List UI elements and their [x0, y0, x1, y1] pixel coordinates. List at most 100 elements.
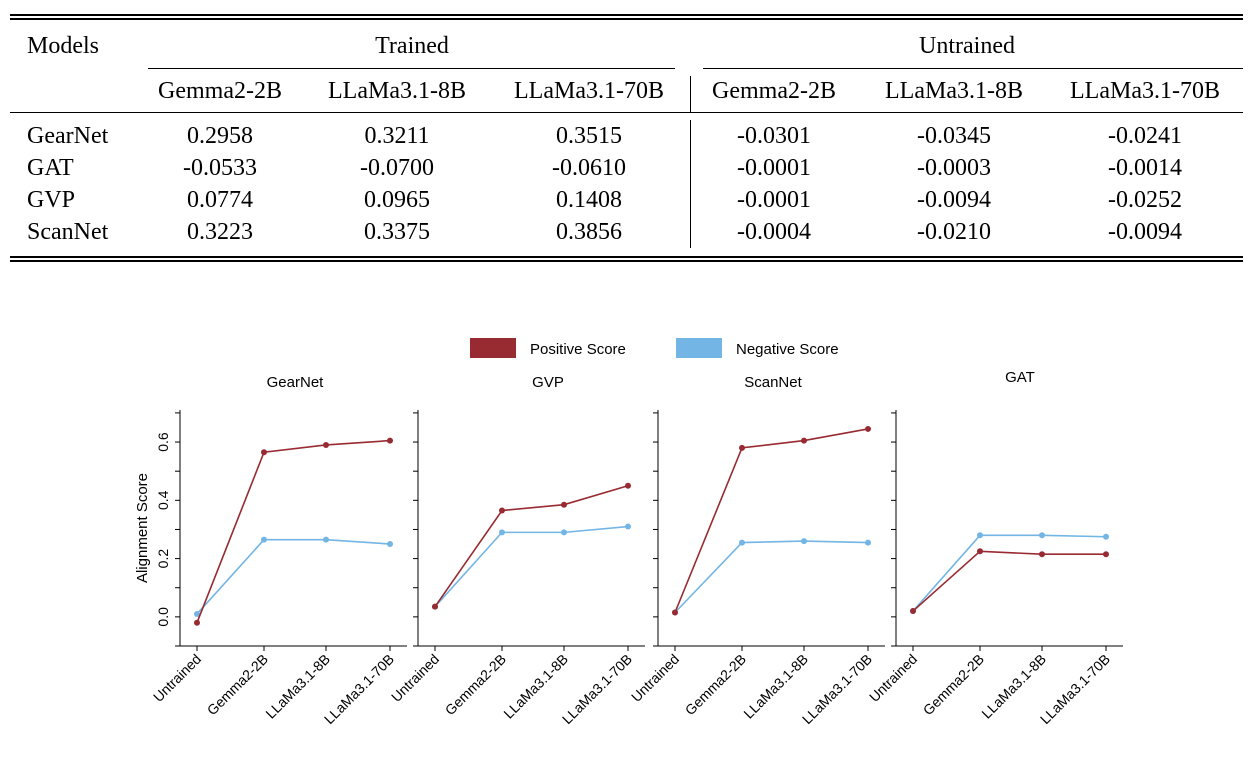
positive-score-line — [434, 484, 629, 608]
negative-score-line — [434, 525, 629, 608]
x-tick-label: LLaMa3.1-8B — [978, 651, 1049, 722]
top-rule-2 — [10, 18, 1243, 20]
col-header: LLaMa3.1-70B — [514, 78, 664, 104]
x-tick-label: LLaMa3.1-8B — [740, 651, 811, 722]
x-tick-label: Untrained — [388, 651, 442, 705]
negative-score-point — [977, 532, 983, 539]
positive-score-point — [194, 619, 200, 626]
col-header: LLaMa3.1-8B — [885, 78, 1023, 104]
row-model-name: GearNet — [27, 123, 109, 149]
table-cell: 0.2958 — [187, 123, 253, 149]
positive-score-point — [387, 437, 393, 444]
table-cell: -0.0533 — [183, 155, 257, 181]
panel-title: GAT — [1005, 369, 1035, 386]
x-tick-label: Gemma2-2B — [442, 651, 509, 718]
negative-score-point — [499, 529, 505, 536]
alignment-chart: Positive Score Negative Score Alignment Sc… — [0, 290, 1250, 753]
legend-swatch-negative — [676, 338, 722, 358]
y-tick-label: 0.0 — [155, 607, 171, 627]
x-tick-label: Untrained — [150, 651, 204, 705]
positive-score-point — [865, 425, 871, 432]
positive-score-point — [1103, 551, 1109, 558]
models-header: Models — [27, 33, 99, 59]
y-tick-label: 0.2 — [155, 549, 171, 569]
positive-score-line — [674, 428, 869, 613]
table-cell: -0.0001 — [737, 155, 811, 181]
legend-swatch-positive — [470, 338, 516, 358]
negative-score-point — [801, 538, 807, 545]
positive-score-point — [499, 507, 505, 514]
table-cell: -0.0001 — [737, 187, 811, 213]
negative-score-point — [1103, 533, 1109, 540]
table-cell: -0.0004 — [737, 219, 811, 245]
col-header: LLaMa3.1-70B — [1070, 78, 1220, 104]
positive-score-line — [196, 439, 391, 623]
bottom-rule-2 — [10, 260, 1243, 262]
positive-score-point — [672, 609, 678, 616]
bottom-rule — [10, 256, 1243, 258]
table-cell: 0.0774 — [187, 187, 253, 213]
trained-group-header: Trained — [375, 33, 449, 59]
table-cell: -0.0003 — [917, 155, 991, 181]
negative-score-line — [674, 540, 869, 614]
negative-score-point — [261, 536, 267, 543]
table-cell: 0.3856 — [556, 219, 622, 245]
negative-score-point — [865, 539, 871, 546]
legend-label: Negative Score — [736, 341, 839, 358]
table-cell: -0.0210 — [917, 219, 991, 245]
table-cell: -0.0241 — [1108, 123, 1182, 149]
negative-score-point — [561, 529, 567, 536]
positive-score-point — [323, 441, 329, 448]
negative-score-point — [323, 536, 329, 543]
panel-title: ScanNet — [744, 374, 802, 391]
table-cell: -0.0094 — [917, 187, 991, 213]
body-divider — [690, 120, 691, 248]
table-cell: -0.0301 — [737, 123, 811, 149]
legend-label: Positive Score — [530, 341, 626, 358]
col-header: Gemma2-2B — [712, 78, 836, 104]
positive-score-point — [910, 608, 916, 615]
top-rule — [10, 14, 1243, 16]
table-cell: -0.0014 — [1108, 155, 1182, 181]
row-model-name: GVP — [27, 187, 76, 213]
row-model-name: ScanNet — [27, 219, 109, 245]
x-tick-label: Untrained — [866, 651, 920, 705]
table-cell: 0.0965 — [364, 187, 430, 213]
negative-score-point — [387, 541, 393, 548]
x-tick-label: Gemma2-2B — [682, 651, 749, 718]
table-cell: -0.0610 — [552, 155, 626, 181]
table-cell: -0.0700 — [360, 155, 434, 181]
negative-score-point — [625, 523, 631, 530]
positive-score-point — [432, 603, 438, 610]
positive-score-line — [912, 550, 1106, 612]
table-cell: 0.3223 — [187, 219, 253, 245]
trained-cmidrule — [148, 68, 675, 69]
untrained-cmidrule — [703, 68, 1243, 69]
table-cell: -0.0252 — [1108, 187, 1182, 213]
table-cell: 0.1408 — [556, 187, 622, 213]
negative-score-point — [1039, 532, 1045, 539]
negative-score-line — [912, 534, 1107, 612]
header-midrule — [10, 112, 1243, 113]
col-header: LLaMa3.1-8B — [328, 78, 466, 104]
y-axis-label: Alignment Score — [134, 473, 151, 583]
alignment-chart-svg: Positive Score Negative Score Alignment Sc… — [134, 338, 1123, 727]
panel-title: GearNet — [267, 374, 325, 391]
y-tick-label: 0.4 — [155, 490, 171, 510]
table-cell: -0.0345 — [917, 123, 991, 149]
x-tick-label: LLaMa3.1-8B — [262, 651, 333, 722]
positive-score-point — [561, 501, 567, 508]
col-header: Gemma2-2B — [158, 78, 282, 104]
positive-score-point — [801, 437, 807, 444]
positive-score-point — [261, 449, 267, 456]
table-cell: -0.0094 — [1108, 219, 1182, 245]
positive-score-point — [1039, 551, 1045, 558]
positive-score-point — [625, 482, 631, 489]
x-tick-label: Gemma2-2B — [204, 651, 271, 718]
negative-score-line — [196, 538, 391, 615]
table-cell: 0.3515 — [556, 123, 622, 149]
y-tick-label: 0.6 — [155, 432, 171, 452]
positive-score-point — [977, 548, 983, 555]
results-table: Models Trained Untrained Gemma2-2B LLaMa… — [10, 14, 1243, 266]
x-tick-label: Gemma2-2B — [920, 651, 987, 718]
